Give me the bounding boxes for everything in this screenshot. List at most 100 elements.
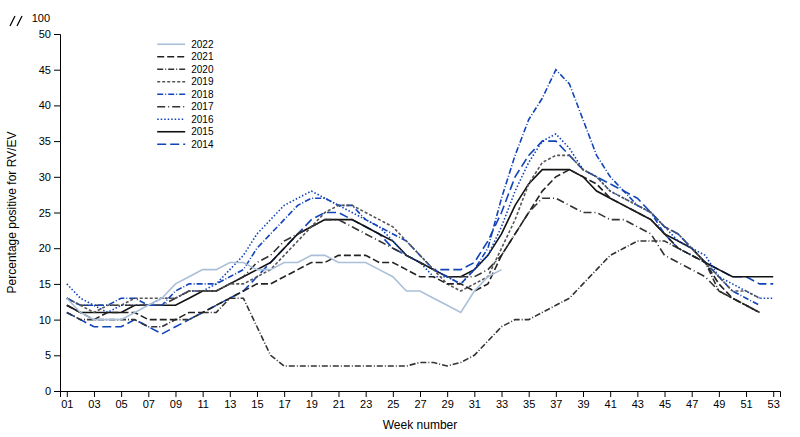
y-tick-mark [54, 105, 60, 106]
x-tick-label: 21 [333, 398, 345, 410]
x-tick-label: 03 [88, 398, 100, 410]
legend-item: 2018 [157, 89, 214, 100]
x-tick: 07 [143, 391, 155, 410]
legend-label: 2014 [191, 139, 214, 150]
x-tick-mark [67, 391, 68, 397]
y-tick-label: 45 [39, 64, 51, 76]
y-tick-label: 10 [39, 314, 51, 326]
x-tick-mark [583, 391, 584, 397]
x-tick: 47 [686, 391, 698, 410]
x-tick-label: 39 [577, 398, 589, 410]
legend-swatch [157, 93, 185, 95]
x-tick: 23 [360, 391, 372, 410]
legend-swatch [157, 68, 185, 70]
x-tick-label: 25 [387, 398, 399, 410]
axis-break-mark [17, 16, 22, 26]
legend-item: 2015 [157, 126, 214, 137]
x-tick-mark [692, 391, 693, 397]
x-tick-label: 27 [414, 398, 426, 410]
y-axis: 05101520253035404550 [39, 28, 61, 397]
x-tick-label: 53 [768, 398, 780, 410]
y-tick: 35 [39, 135, 60, 147]
legend-swatch [157, 143, 185, 145]
x-tick-mark [284, 391, 285, 397]
y-axis-line [54, 35, 61, 392]
annotation: 100 [32, 12, 50, 24]
x-tick: 15 [251, 391, 263, 410]
x-tick-label: 51 [740, 398, 752, 410]
y-tick-label: 35 [39, 135, 51, 147]
x-tick-mark [366, 391, 367, 397]
legend-item: 2016 [157, 114, 214, 125]
x-tick-label: 45 [659, 398, 671, 410]
x-tick-label: 23 [360, 398, 372, 410]
x-tick: 39 [577, 391, 589, 410]
x-tick-mark [94, 391, 95, 397]
y-tick-label: 50 [39, 28, 51, 40]
legend-swatch [157, 131, 185, 133]
x-tick: 51 [740, 391, 752, 410]
y-tick-label: 25 [39, 207, 51, 219]
y-tick: 50 [39, 28, 60, 40]
y-tick: 20 [39, 242, 60, 254]
x-tick-label: 49 [713, 398, 725, 410]
y-tick-mark [54, 34, 60, 35]
x-tick-mark [502, 391, 503, 397]
x-tick: 43 [632, 391, 644, 410]
y-tick-label: 30 [39, 171, 51, 183]
legend-item: 2019 [157, 76, 214, 87]
legend-label: 2015 [191, 126, 214, 137]
x-tick-mark [746, 391, 747, 397]
y-tick-mark [54, 141, 60, 142]
legend-swatch [157, 81, 185, 83]
y-tick: 0 [45, 385, 60, 397]
legend-label: 2022 [191, 39, 214, 50]
y-tick: 40 [39, 99, 60, 111]
x-tick: 17 [279, 391, 291, 410]
y-tick-mark [54, 248, 60, 249]
legend-item: 2020 [157, 64, 214, 75]
y-tick-mark [54, 391, 60, 392]
y-tick-mark [54, 320, 60, 321]
y-tick: 30 [39, 171, 60, 183]
legend: 20222021 20202019 20182017 20162015 2014 [157, 39, 214, 150]
x-tick-label: 09 [170, 398, 182, 410]
x-tick-label: 11 [197, 398, 208, 410]
legend-label: 2019 [191, 76, 214, 87]
x-tick-mark [447, 391, 448, 397]
legend-swatch [157, 118, 185, 120]
x-tick: 11 [197, 391, 208, 410]
x-tick-label: 01 [61, 398, 73, 410]
x-tick: 53 [768, 391, 780, 410]
legend-item: 2014 [157, 139, 214, 150]
legend-item: 2021 [157, 51, 214, 62]
legend-swatch [157, 43, 185, 45]
x-tick: 49 [713, 391, 725, 410]
x-tick: 45 [659, 391, 671, 410]
x-tick-mark [773, 391, 774, 397]
y-tick: 15 [39, 278, 60, 290]
x-tick: 03 [88, 391, 100, 410]
legend-item: 2022 [157, 39, 214, 50]
x-tick: 41 [605, 391, 617, 410]
y-tick-mark [54, 355, 60, 356]
x-tick: 13 [224, 391, 236, 410]
x-tick-mark [148, 391, 149, 397]
y-tick-label: 0 [45, 385, 51, 397]
y-axis-title: Percentage positive for RV/EV [5, 132, 19, 294]
x-tick: 27 [414, 391, 426, 410]
y-tick-mark [54, 177, 60, 178]
x-tick-mark [556, 391, 557, 397]
y-tick-mark [54, 213, 60, 214]
x-tick-label: 19 [306, 398, 318, 410]
x-tick: 21 [333, 391, 345, 410]
legend-item: 2017 [157, 101, 214, 112]
x-tick-mark [230, 391, 231, 397]
legend-label: 2018 [191, 89, 214, 100]
x-tick-label: 31 [469, 398, 481, 410]
x-tick-mark [311, 391, 312, 397]
x-tick-mark [121, 391, 122, 397]
legend-label: 2020 [191, 64, 214, 75]
x-axis: 0103050709111315171921232527293133353739… [61, 391, 781, 410]
x-tick: 31 [469, 391, 481, 410]
